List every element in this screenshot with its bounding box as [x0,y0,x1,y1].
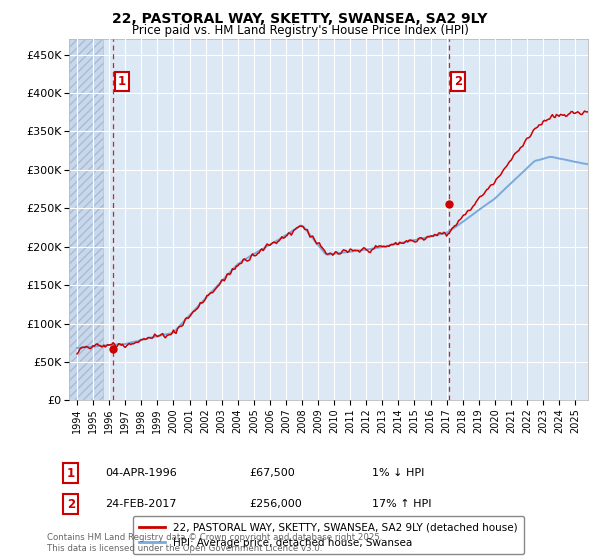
Text: 2: 2 [454,75,462,88]
Text: 04-APR-1996: 04-APR-1996 [105,468,177,478]
Text: 1% ↓ HPI: 1% ↓ HPI [372,468,424,478]
Text: £67,500: £67,500 [249,468,295,478]
Text: £256,000: £256,000 [249,499,302,509]
Text: 17% ↑ HPI: 17% ↑ HPI [372,499,431,509]
Text: Price paid vs. HM Land Registry's House Price Index (HPI): Price paid vs. HM Land Registry's House … [131,24,469,37]
Legend: 22, PASTORAL WAY, SKETTY, SWANSEA, SA2 9LY (detached house), HPI: Average price,: 22, PASTORAL WAY, SKETTY, SWANSEA, SA2 9… [133,516,524,554]
Text: 24-FEB-2017: 24-FEB-2017 [105,499,176,509]
Text: Contains HM Land Registry data © Crown copyright and database right 2025.
This d: Contains HM Land Registry data © Crown c… [47,533,382,553]
Text: 22, PASTORAL WAY, SKETTY, SWANSEA, SA2 9LY: 22, PASTORAL WAY, SKETTY, SWANSEA, SA2 9… [112,12,488,26]
Text: 2: 2 [67,497,75,511]
Bar [69,39,103,400]
Text: 1: 1 [118,75,126,88]
Text: 1: 1 [67,466,75,480]
